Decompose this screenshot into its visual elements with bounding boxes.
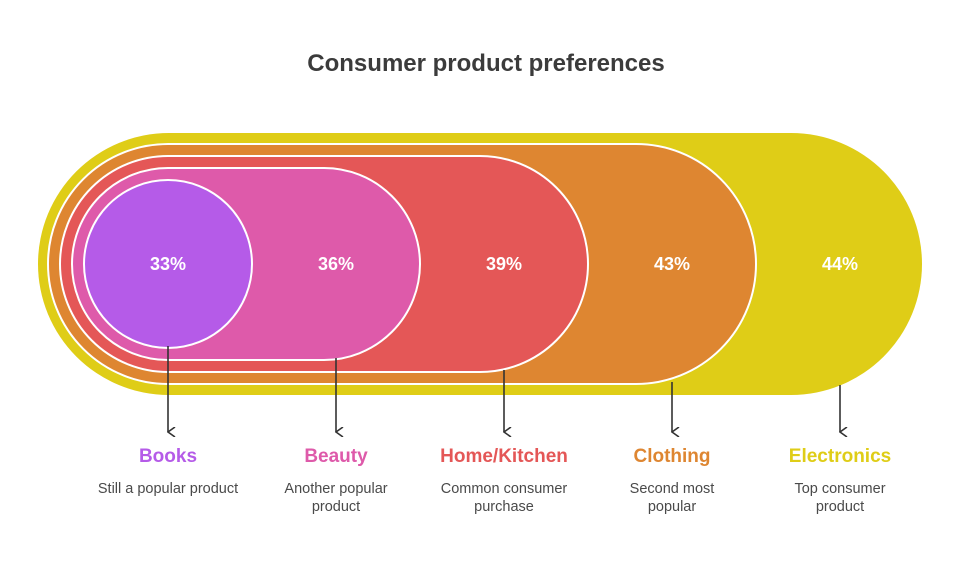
- home-kitchen-percent: 39%: [486, 254, 522, 274]
- books-description: Still a popular product: [97, 481, 239, 497]
- clothing-percent: 43%: [654, 254, 690, 274]
- clothing-label: Clothing: [633, 446, 711, 467]
- clothing-description: Second most popular: [629, 481, 715, 515]
- electronics-label: Electronics: [788, 446, 892, 467]
- beauty-description: Another popular product: [284, 481, 388, 515]
- page-title: Consumer product preferences: [307, 50, 665, 77]
- electronics-description: Top consumer product: [794, 481, 886, 515]
- beauty-label: Beauty: [304, 446, 368, 467]
- books-label: Books: [138, 446, 198, 467]
- beauty-percent: 36%: [318, 254, 354, 274]
- books-percent: 33%: [150, 254, 186, 274]
- electronics-percent: 44%: [822, 254, 858, 274]
- home-kitchen-label: Home/Kitchen: [440, 446, 568, 467]
- home-kitchen-description: Common consumer purchase: [440, 481, 568, 515]
